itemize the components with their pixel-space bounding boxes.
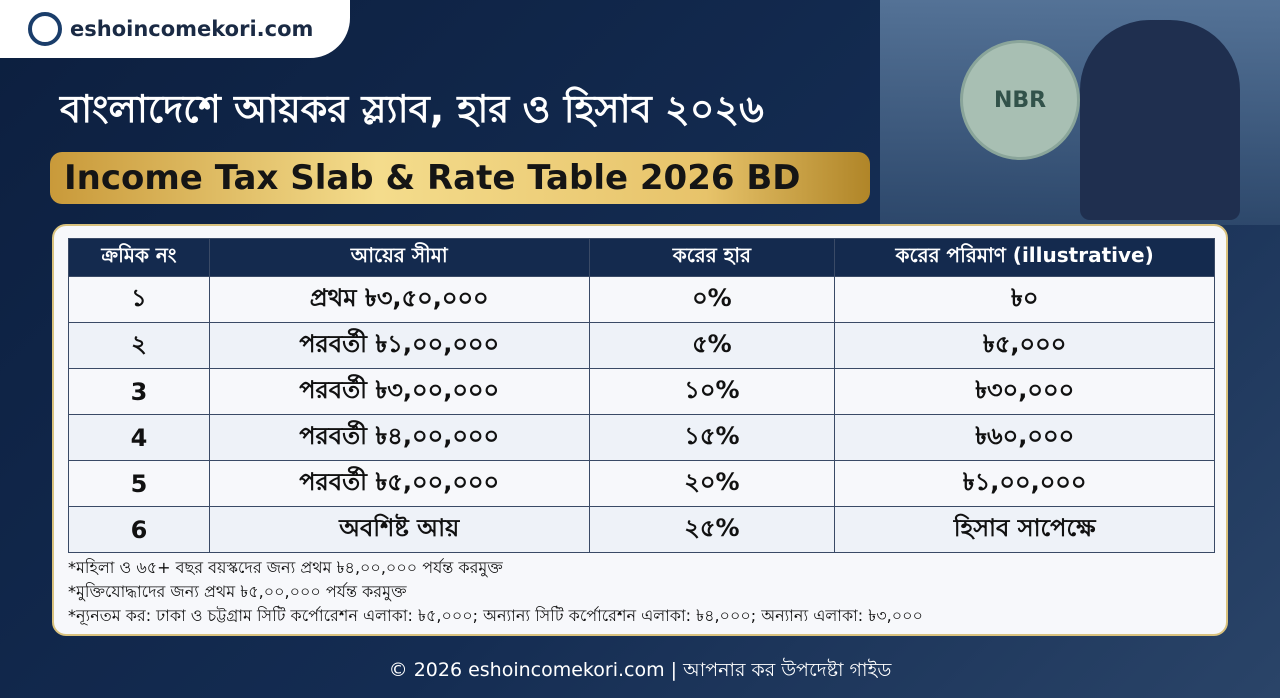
table-cell: ৳৩০,০০০ xyxy=(834,368,1215,415)
table-cell: ৳১,০০,০০০ xyxy=(834,460,1215,507)
table-cell: ২৫% xyxy=(588,506,836,553)
table-panel: ক্রমিক নং আয়ের সীমা করের হার করের পরিমাণ (… xyxy=(52,224,1228,636)
logo-text: eshoincomekori.com xyxy=(70,17,314,41)
table-cell: ২০% xyxy=(588,460,836,507)
table-cell: ৳৬০,০০০ xyxy=(834,414,1215,461)
table-cell: পরবর্তী ৳১,০০,০০০ xyxy=(208,322,590,369)
table-cell: হিসাব সাপেক্ষে xyxy=(834,506,1215,553)
table-cell: ১৫% xyxy=(588,414,836,461)
header-cell: করের পরিমাণ (illustrative) xyxy=(834,238,1215,277)
table-cell: পরবর্তী ৳৩,০০,০০০ xyxy=(208,368,590,415)
logo: eshoincomekori.com xyxy=(0,0,350,58)
table-cell: অবশিষ্ট আয় xyxy=(208,506,590,553)
header-row: ক্রমিক নং আয়ের সীমা করের হার করের পরিমাণ (… xyxy=(68,238,1215,277)
table-row: 6 অবশিষ্ট আয় ২৫% হিসাব সাপেক্ষে xyxy=(68,506,1215,553)
subtitle: Income Tax Slab & Rate Table 2026 BD xyxy=(50,152,870,204)
header-cell: ক্রমিক নং xyxy=(68,238,210,277)
table-cell: ১ xyxy=(68,276,210,323)
note: *মুক্তিযোদ্ধাদের জন্য প্রথম ৳৫,০০,০০০ পর… xyxy=(68,582,407,601)
note: *ন্যূনতম কর: ঢাকা ও চট্টগ্রাম সিটি কর্পো… xyxy=(68,606,923,625)
table-row: 4 পরবর্তী ৳৪,০০,০০০ ১৫% ৳৬০,০০০ xyxy=(68,414,1215,461)
note: *মহিলা ও ৬৫+ বছর বয়স্কদের জন্য প্রথম ৳৪… xyxy=(68,558,503,577)
header-cell: করের হার xyxy=(588,238,836,277)
table-cell: পরবর্তী ৳৪,০০,০০০ xyxy=(208,414,590,461)
table-cell: ৳৫,০০০ xyxy=(834,322,1215,369)
table-cell: প্রথম ৳৩,৫০,০০০ xyxy=(208,276,590,323)
table-cell: ৳০ xyxy=(834,276,1215,323)
table-cell: ২ xyxy=(68,322,210,369)
title: বাংলাদেশে আয়কর স্ল্যাব, হার ও হিসাব ২০২… xyxy=(60,87,764,131)
table-row: 3 পরবর্তী ৳৩,০০,০০০ ১০% ৳৩০,০০০ xyxy=(68,368,1215,415)
logo-icon xyxy=(28,12,62,46)
table-row: 5 পরবর্তী ৳৫,০০,০০০ ২০% ৳১,০০,০০০ xyxy=(68,460,1215,507)
tax-table: ক্রমিক নং আয়ের সীমা করের হার করের পরিমাণ (… xyxy=(68,238,1215,553)
notes: *মহিলা ও ৬৫+ বছর বয়স্কদের জন্য প্রথম ৳৪… xyxy=(68,556,923,628)
table-cell: 4 xyxy=(68,414,210,461)
table-cell: 3 xyxy=(68,368,210,415)
table-cell: ৫% xyxy=(588,322,836,369)
table-body: ১ প্রথম ৳৩,৫০,০০০ ০% ৳০ ২ পরবর্তী ৳১,০০,০০০ ৫%… xyxy=(68,276,1215,553)
footer: © 2026 eshoincomekori.com | আপনার কর উপদ… xyxy=(388,659,892,681)
table-cell: ১০% xyxy=(588,368,836,415)
table-row: ১ প্রথম ৳৩,৫০,০০০ ০% ৳০ xyxy=(68,276,1215,323)
emblem: NBR xyxy=(960,40,1080,160)
table-cell: ০% xyxy=(588,276,836,323)
header-cell: আয়ের সীমা xyxy=(208,238,590,277)
table-cell: পরবর্তী ৳৫,০০,০০০ xyxy=(208,460,590,507)
table-row: ২ পরবর্তী ৳১,০০,০০০ ৫% ৳৫,০০০ xyxy=(68,322,1215,369)
table-cell: 5 xyxy=(68,460,210,507)
person xyxy=(1080,20,1240,220)
table-cell: 6 xyxy=(68,506,210,553)
